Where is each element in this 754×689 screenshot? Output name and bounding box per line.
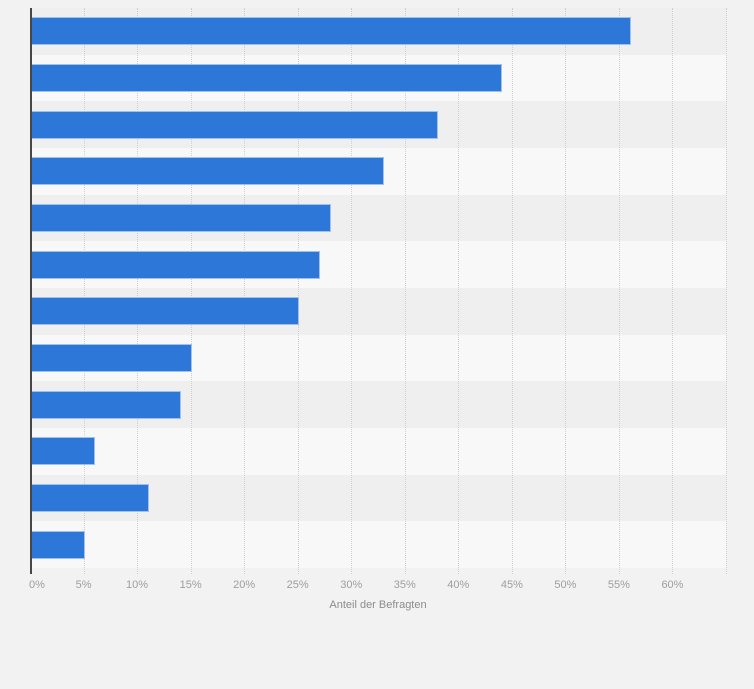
- bar[interactable]: [31, 17, 631, 46]
- gridline: [351, 8, 353, 574]
- gridline: [511, 8, 513, 574]
- plot-area: [30, 8, 727, 574]
- x-axis-tick-label: 30%: [340, 579, 363, 591]
- bar[interactable]: [31, 390, 181, 419]
- x-axis-tick-label: 5%: [75, 579, 92, 591]
- y-axis-line: [30, 8, 32, 574]
- row-band: [30, 428, 726, 475]
- x-axis-tick-label: 10%: [126, 579, 149, 591]
- bar[interactable]: [31, 297, 299, 326]
- bar[interactable]: [31, 250, 321, 279]
- bar[interactable]: [31, 530, 85, 559]
- bar[interactable]: [31, 344, 192, 372]
- gridline: [137, 8, 139, 574]
- x-axis-tick-label: 50%: [554, 579, 577, 591]
- gridline: [565, 8, 567, 574]
- gridline: [458, 8, 460, 574]
- x-axis-tick-label: 15%: [179, 579, 202, 591]
- gridline: [190, 8, 192, 574]
- gridline: [618, 8, 620, 574]
- gridline: [297, 8, 299, 574]
- x-axis-tick-label: 60%: [661, 579, 684, 591]
- gridline: [244, 8, 246, 574]
- x-axis-title: Anteil der Befragten: [329, 599, 427, 611]
- gridline: [83, 8, 85, 574]
- x-axis-tick-label: 35%: [393, 579, 416, 591]
- bar[interactable]: [31, 484, 149, 512]
- bar[interactable]: [31, 204, 331, 232]
- x-axis-tick-label: 20%: [233, 579, 256, 591]
- x-axis-tick-label: 0%: [29, 579, 45, 591]
- gridline: [404, 8, 406, 574]
- x-axis-tick-label: 55%: [607, 579, 630, 591]
- x-axis-tick-label: 40%: [447, 579, 470, 591]
- bar[interactable]: [31, 110, 438, 139]
- bar[interactable]: [31, 437, 96, 466]
- row-band: [30, 521, 726, 568]
- bar[interactable]: [31, 157, 385, 186]
- bar[interactable]: [31, 64, 503, 92]
- x-axis-tick-label: 25%: [286, 579, 309, 591]
- gridline: [726, 8, 727, 574]
- x-axis-tick-label: 45%: [500, 579, 523, 591]
- gridline: [672, 8, 674, 574]
